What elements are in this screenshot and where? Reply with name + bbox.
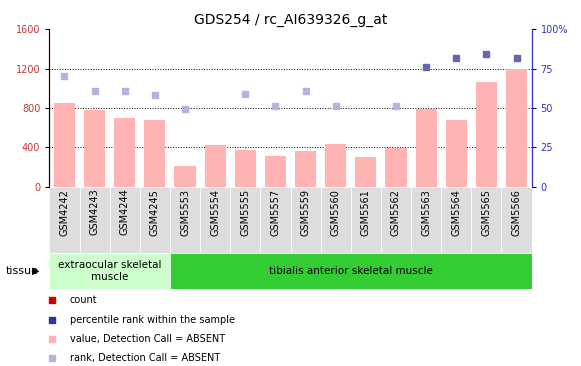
Text: GSM5561: GSM5561 xyxy=(361,188,371,235)
Text: GSM5565: GSM5565 xyxy=(482,188,492,236)
Bar xyxy=(506,69,527,187)
Text: extraocular skeletal
muscle: extraocular skeletal muscle xyxy=(58,260,162,282)
Text: GSM5563: GSM5563 xyxy=(421,188,431,235)
Bar xyxy=(140,187,170,253)
Text: GSM5564: GSM5564 xyxy=(451,188,461,235)
Text: GSM4243: GSM4243 xyxy=(89,188,99,235)
Bar xyxy=(110,187,140,253)
Bar xyxy=(446,120,467,187)
Bar xyxy=(260,187,290,253)
Bar xyxy=(144,120,166,187)
Bar xyxy=(54,103,75,187)
Bar xyxy=(170,253,532,289)
Text: percentile rank within the sample: percentile rank within the sample xyxy=(70,315,235,325)
Text: rank, Detection Call = ABSENT: rank, Detection Call = ABSENT xyxy=(70,353,220,363)
Text: GSM5559: GSM5559 xyxy=(300,188,311,236)
Bar xyxy=(411,187,441,253)
Text: GSM5560: GSM5560 xyxy=(331,188,340,235)
Text: GSM5554: GSM5554 xyxy=(210,188,220,236)
Title: GDS254 / rc_AI639326_g_at: GDS254 / rc_AI639326_g_at xyxy=(194,13,387,27)
Bar xyxy=(441,187,471,253)
Text: ▶: ▶ xyxy=(32,266,40,276)
Bar xyxy=(80,187,110,253)
Text: tissue: tissue xyxy=(6,266,39,276)
Bar xyxy=(295,151,316,187)
Text: GSM4245: GSM4245 xyxy=(150,188,160,235)
Bar xyxy=(49,253,170,289)
Bar xyxy=(205,145,225,187)
Text: GSM5562: GSM5562 xyxy=(391,188,401,236)
Text: GSM5553: GSM5553 xyxy=(180,188,190,236)
Bar xyxy=(381,187,411,253)
Text: GSM4244: GSM4244 xyxy=(120,188,130,235)
Bar xyxy=(356,157,376,187)
Bar xyxy=(200,187,230,253)
Bar xyxy=(235,150,256,187)
Text: value, Detection Call = ABSENT: value, Detection Call = ABSENT xyxy=(70,334,225,344)
Bar xyxy=(351,187,381,253)
Text: count: count xyxy=(70,295,98,305)
Bar xyxy=(321,187,351,253)
Bar xyxy=(325,144,346,187)
Text: GSM5555: GSM5555 xyxy=(241,188,250,236)
Bar xyxy=(471,187,501,253)
Text: GSM4242: GSM4242 xyxy=(59,188,70,235)
Bar xyxy=(290,187,321,253)
Bar xyxy=(170,187,200,253)
Bar xyxy=(385,148,407,187)
Text: GSM5566: GSM5566 xyxy=(511,188,522,235)
Bar xyxy=(415,109,437,187)
Bar xyxy=(265,156,286,187)
Bar xyxy=(114,118,135,187)
Bar xyxy=(476,82,497,187)
Bar xyxy=(84,110,105,187)
Bar xyxy=(174,166,196,187)
Bar xyxy=(230,187,260,253)
Bar xyxy=(49,187,80,253)
Text: GSM5557: GSM5557 xyxy=(270,188,281,236)
Text: tibialis anterior skeletal muscle: tibialis anterior skeletal muscle xyxy=(269,266,433,276)
Bar xyxy=(501,187,532,253)
